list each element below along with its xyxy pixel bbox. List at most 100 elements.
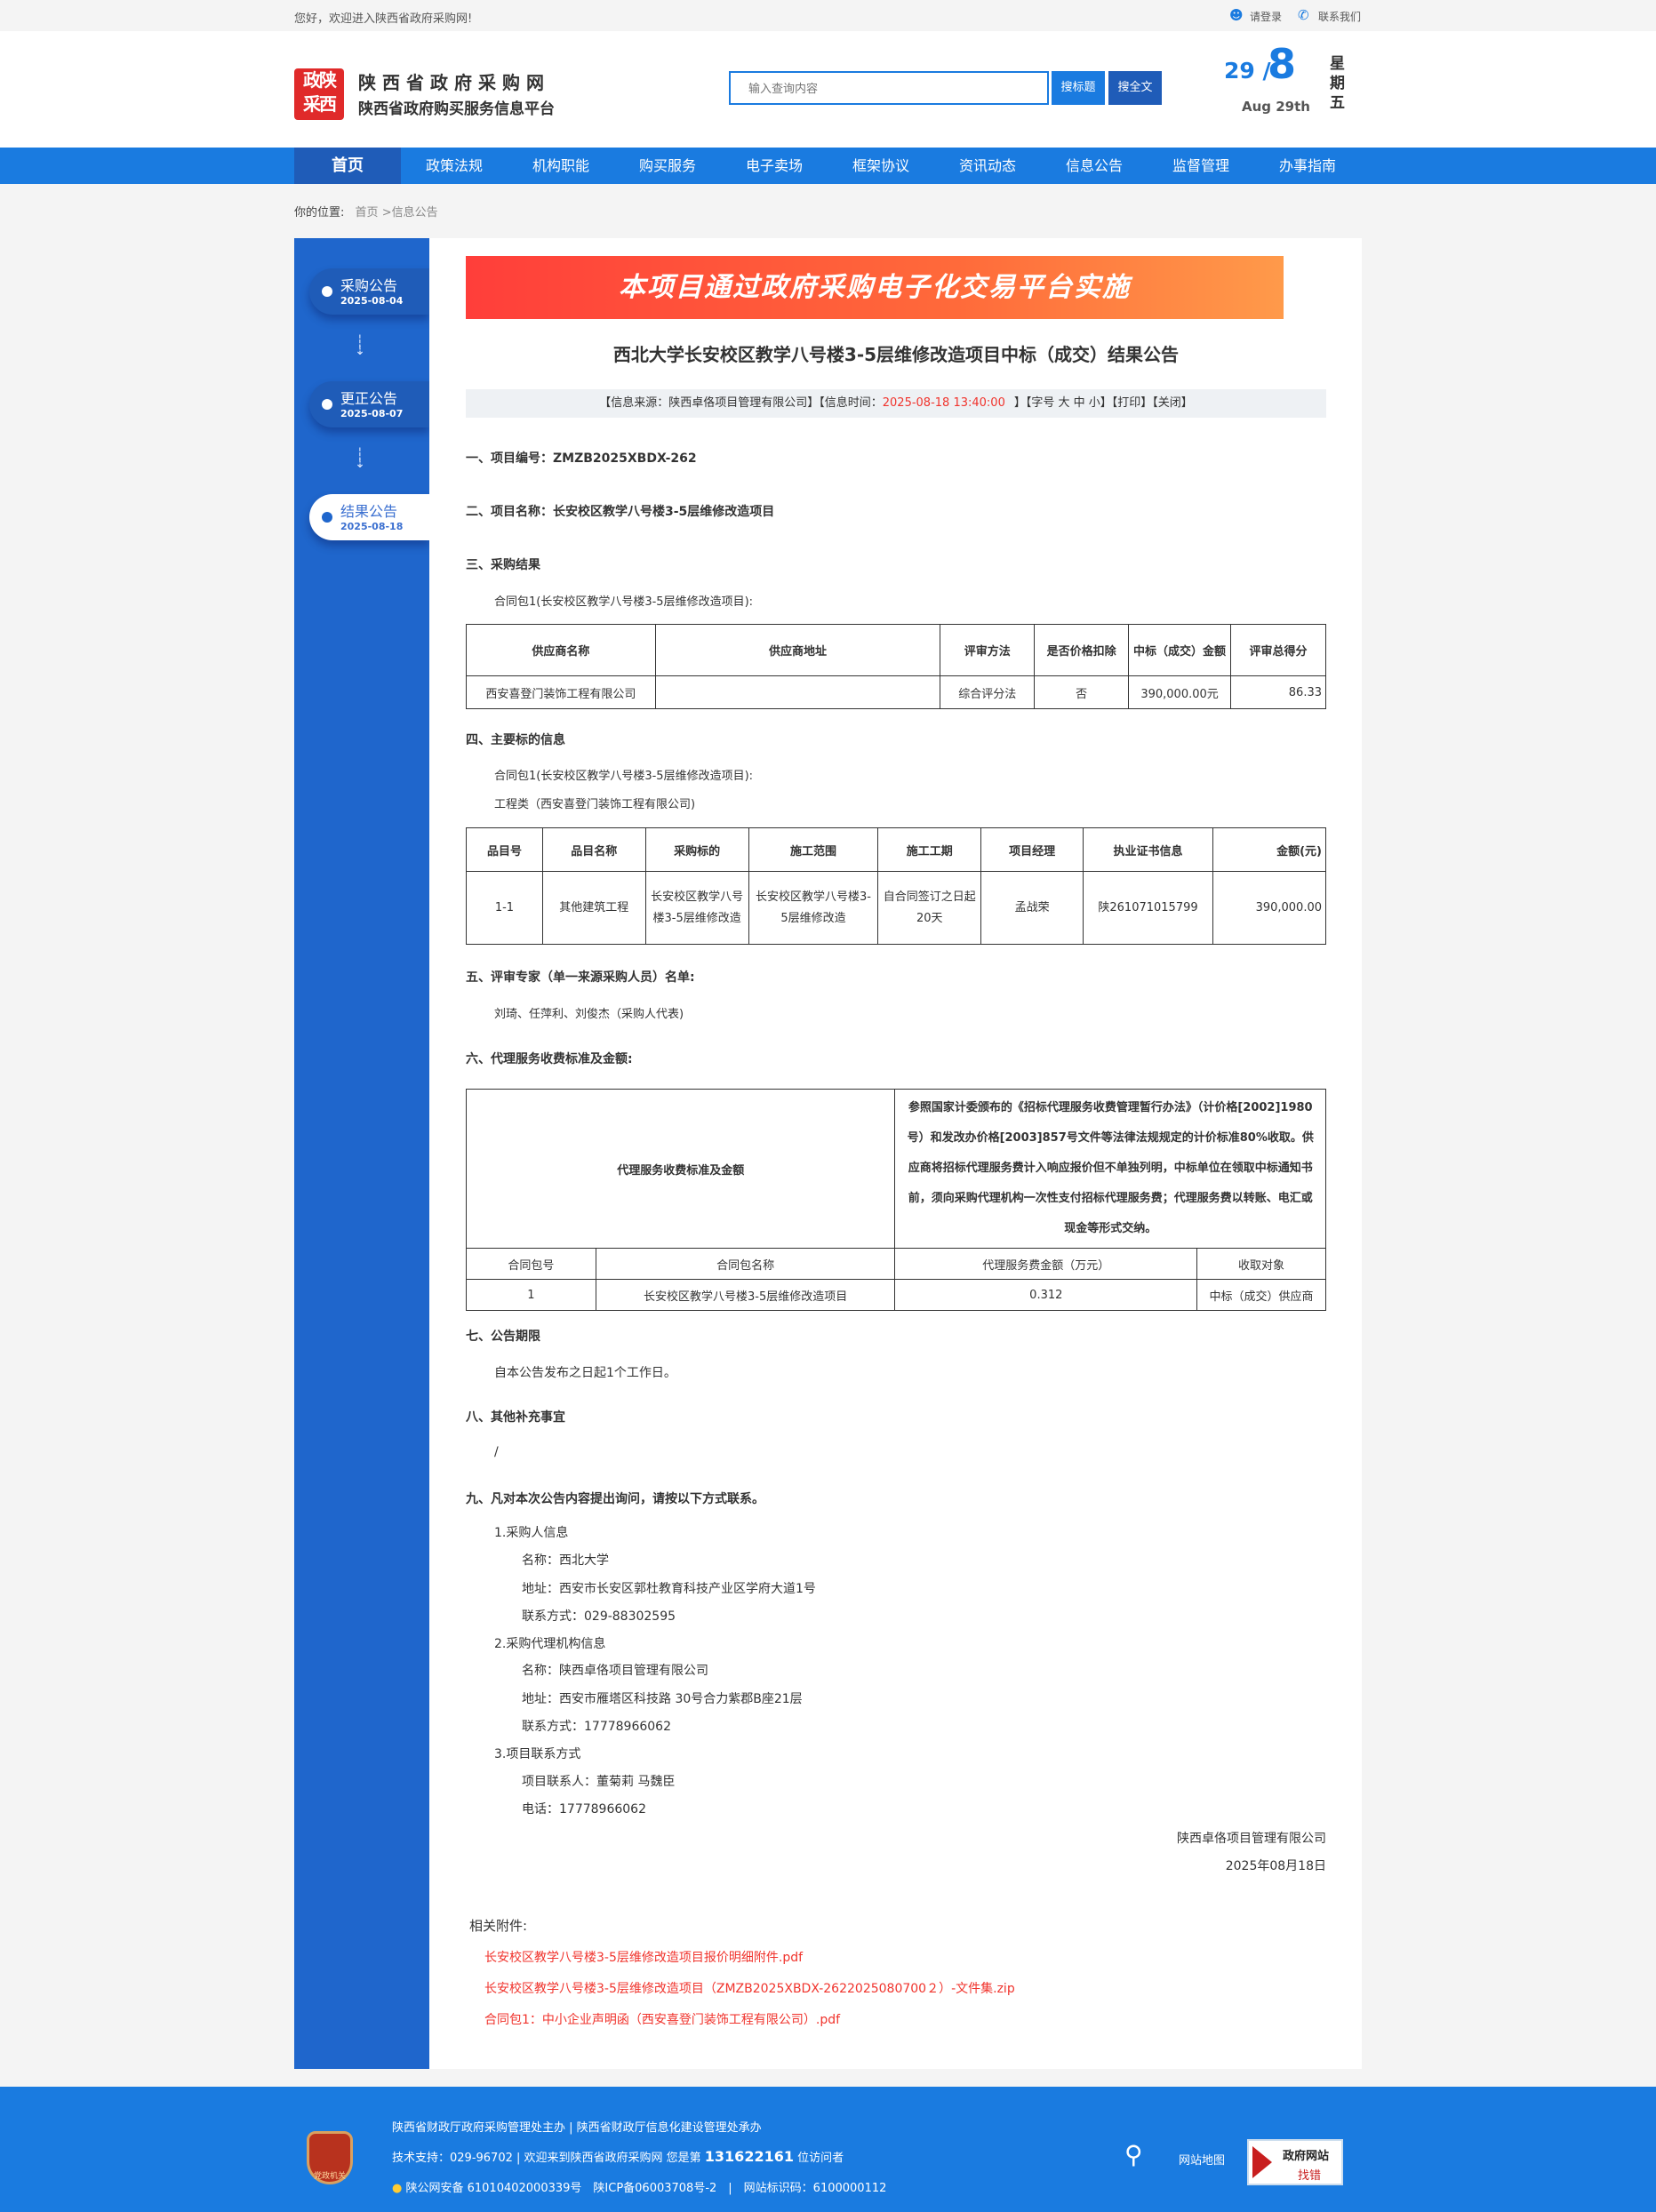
signature-org: 陕西卓佫项目管理有限公司 bbox=[1177, 1832, 1326, 1846]
attachment-link[interactable]: 合同包1：中小企业声明函（西安喜登门装饰工程有限公司）.pdf bbox=[484, 2013, 841, 2027]
nav-supervision[interactable]: 监督管理 bbox=[1172, 157, 1229, 174]
registration-text[interactable]: 陕公网安备 61010402000339号 陕ICP备06003708号-2 |… bbox=[405, 2182, 887, 2195]
section-4: 四、主要标的信息 bbox=[466, 733, 565, 747]
date-english: Aug 29th bbox=[1242, 99, 1310, 115]
weekday: 星期五 bbox=[1330, 55, 1345, 112]
timeline-item-correction[interactable]: 更正公告 2025-08-07 bbox=[309, 381, 429, 427]
search-fulltext-button[interactable]: 搜全文 bbox=[1108, 71, 1162, 105]
timeline-title: 更正公告 bbox=[340, 390, 398, 407]
th: 施工范围 bbox=[748, 827, 879, 872]
search-title-button[interactable]: 搜标题 bbox=[1052, 71, 1105, 105]
page-title: 西北大学长安校区教学八号楼3-5层维修改造项目中标（成交）结果公告 bbox=[612, 344, 1180, 365]
footer-sponsor: 陕西省财政厅政府采购管理处主办 | 陕西省财政厅信息化建设管理处承办 bbox=[392, 2121, 762, 2135]
contact-heading: 2.采购代理机构信息 bbox=[494, 1637, 606, 1651]
breadcrumb-current[interactable]: >信息公告 bbox=[381, 206, 438, 220]
contact-line: 电话：17778966062 bbox=[522, 1802, 646, 1817]
attachment-link[interactable]: 长安校区教学八号楼3-5层维修改造项目报价明细附件.pdf bbox=[484, 1951, 804, 1965]
magnifier-icon bbox=[1252, 2146, 1272, 2178]
nav-framework[interactable]: 框架协议 bbox=[852, 157, 909, 174]
site-subtitle: 陕西省政府购买服务信息平台 bbox=[358, 100, 555, 118]
arrow-down-icon: ┆ ⇣ bbox=[355, 448, 365, 471]
phone-icon: ✆ bbox=[1298, 7, 1309, 23]
attachments-label: 相关附件: bbox=[469, 1918, 528, 1934]
item-table: 品目号 品目名称 采购标的 施工范围 施工工期 项目经理 执业证书信息 金额(元) 1-1 其他… bbox=[466, 827, 1326, 945]
search-input[interactable] bbox=[729, 71, 1049, 105]
td: 390,000.00元 bbox=[1128, 675, 1232, 709]
td: 1-1 bbox=[466, 871, 543, 945]
gov-site-error-report-button[interactable]: 政府网站 找错 bbox=[1247, 2139, 1343, 2185]
visitor-suffix: 位访问者 bbox=[797, 2152, 844, 2165]
login-link[interactable]: 请登录 bbox=[1250, 11, 1283, 23]
th: 金额(元) bbox=[1212, 827, 1326, 872]
timeline-item-result[interactable]: 结果公告 2025-08-18 bbox=[309, 494, 429, 540]
attachment-link[interactable]: 长安校区教学八号楼3-5层维修改造项目（ZMZB2025XBDX-2622025… bbox=[484, 1982, 1015, 1996]
party-gov-badge-icon[interactable]: 党政机关 bbox=[307, 2131, 353, 2184]
contact-line: 项目联系人：董菊莉 马魏臣 bbox=[522, 1775, 676, 1789]
th: 执业证书信息 bbox=[1083, 827, 1213, 872]
contact-line: 名称：陕西卓佫项目管理有限公司 bbox=[522, 1664, 708, 1678]
th: 品目名称 bbox=[541, 827, 646, 872]
th: 品目号 bbox=[466, 827, 543, 872]
td: 0.312 bbox=[894, 1279, 1198, 1311]
top-bar: 您好，欢迎进入陕西省政府采购网! ☻ 请登录 ✆ 联系我们 bbox=[0, 0, 1656, 31]
nav-notices[interactable]: 信息公告 bbox=[1065, 157, 1123, 174]
td: 收取对象 bbox=[1196, 1248, 1326, 1280]
timeline-title: 结果公告 bbox=[340, 503, 398, 520]
section-2: 二、项目名称：长安校区教学八号楼3-5层维修改造项目 bbox=[466, 505, 775, 519]
user-icon: ☻ bbox=[1229, 7, 1244, 23]
breadcrumb-home[interactable]: 首页 bbox=[355, 206, 379, 220]
section-9: 九、凡对本次公告内容提出询问，请按以下方式联系。 bbox=[466, 1492, 764, 1506]
date-month: 8 bbox=[1268, 40, 1297, 88]
td: 其他建筑工程 bbox=[541, 871, 646, 945]
nav-emall[interactable]: 电子卖场 bbox=[745, 157, 803, 174]
th: 评审总得分 bbox=[1230, 624, 1326, 676]
section-3: 三、采购结果 bbox=[466, 558, 540, 572]
info-actions[interactable]: 】【字号 大 中 小】【打印】【关闭】 bbox=[1013, 396, 1193, 410]
visitor-count: 131622161 bbox=[704, 2148, 794, 2165]
td: 西安喜登门装饰工程有限公司 bbox=[466, 675, 656, 709]
footer-registration: ● 陕公网安备 61010402000339号 陕ICP备06003708号-2… bbox=[392, 2178, 886, 2195]
sitemap-link[interactable]: 网站地图 bbox=[1179, 2154, 1226, 2168]
police-emblem-icon: ● bbox=[392, 2182, 403, 2195]
th: 代理服务收费标准及金额 bbox=[465, 1089, 896, 1249]
section-4-category: 工程类（西安喜登门装饰工程有限公司) bbox=[494, 798, 696, 811]
platform-banner: 本项目通过政府采购电子化交易平台实施 bbox=[466, 256, 1284, 319]
site-logo[interactable]: 政陕 采西 bbox=[294, 68, 344, 120]
table-row: 西安喜登门装饰工程有限公司 综合评分法否 390,000.00元 86.33 bbox=[466, 675, 1326, 709]
td bbox=[654, 675, 941, 709]
contact-heading: 1.采购人信息 bbox=[494, 1526, 569, 1540]
td: 390,000.00 bbox=[1212, 871, 1326, 945]
nav-guide[interactable]: 办事指南 bbox=[1278, 157, 1336, 174]
result-table: 供应商名称 供应商地址 评审方法 是否价格扣除 中标（成交）金额 评审总得分 西安喜登门装… bbox=[466, 624, 1326, 709]
section-7: 七、公告期限 bbox=[466, 1330, 540, 1344]
notice-timeline: 采购公告 2025-08-04 ┆ ⇣ 更正公告 2025-08-07 ┆ ⇣ 结果公告… bbox=[294, 238, 429, 2069]
th: 施工工期 bbox=[877, 827, 982, 872]
nav-purchase-service[interactable]: 购买服务 bbox=[638, 157, 696, 174]
timeline-item-procurement[interactable]: 采购公告 2025-08-04 bbox=[309, 268, 429, 315]
nav-home[interactable]: 首页 bbox=[294, 148, 401, 184]
td: 代理服务费金额（万元） bbox=[894, 1248, 1198, 1280]
info-time: 2025-08-18 13:40:00 bbox=[882, 396, 1005, 410]
contact-line: 名称：西北大学 bbox=[522, 1553, 609, 1568]
support-text: 技术支持：029-96702 | 欢迎来到陕西省政府采购网 您是第 bbox=[392, 2152, 701, 2165]
td: 否 bbox=[1034, 675, 1130, 709]
info-source: 【信息来源：陕西卓佫项目管理有限公司】【信息时间： bbox=[599, 396, 883, 410]
agency-fee-table: 代理服务收费标准及金额 参照国家计委颁布的《招标代理服务收费管理暂行办法》（计价格… bbox=[465, 1089, 1326, 1311]
date-day: 29 / bbox=[1224, 58, 1271, 84]
td: 长安校区教学八号楼3-5层维修改造 bbox=[644, 871, 749, 945]
day-number: 29 bbox=[1224, 58, 1255, 84]
nav-org[interactable]: 机构职能 bbox=[532, 157, 589, 174]
contact-line: 地址：西安市长安区郭杜教育科技产业区学府大道1号 bbox=[522, 1582, 816, 1596]
nav-news[interactable]: 资讯动态 bbox=[958, 157, 1016, 174]
info-bar: 【信息来源：陕西卓佫项目管理有限公司】【信息时间：2025-08-18 13:4… bbox=[466, 389, 1326, 418]
sitemap-icon[interactable]: ⚲ bbox=[1124, 2140, 1143, 2169]
section-8: 八、其他补充事宜 bbox=[466, 1410, 565, 1425]
td: 陕261071015799 bbox=[1083, 871, 1213, 945]
contact-link[interactable]: 联系我们 bbox=[1318, 11, 1362, 23]
badge-top-text: 政府网站 bbox=[1283, 2150, 1330, 2163]
section-3-package: 合同包1(长安校区教学八号楼3-5层维修改造项目): bbox=[494, 595, 754, 609]
nav-policy[interactable]: 政策法规 bbox=[425, 157, 483, 174]
contact-heading: 3.项目联系方式 bbox=[494, 1747, 581, 1761]
td: 合同包号 bbox=[466, 1248, 596, 1280]
